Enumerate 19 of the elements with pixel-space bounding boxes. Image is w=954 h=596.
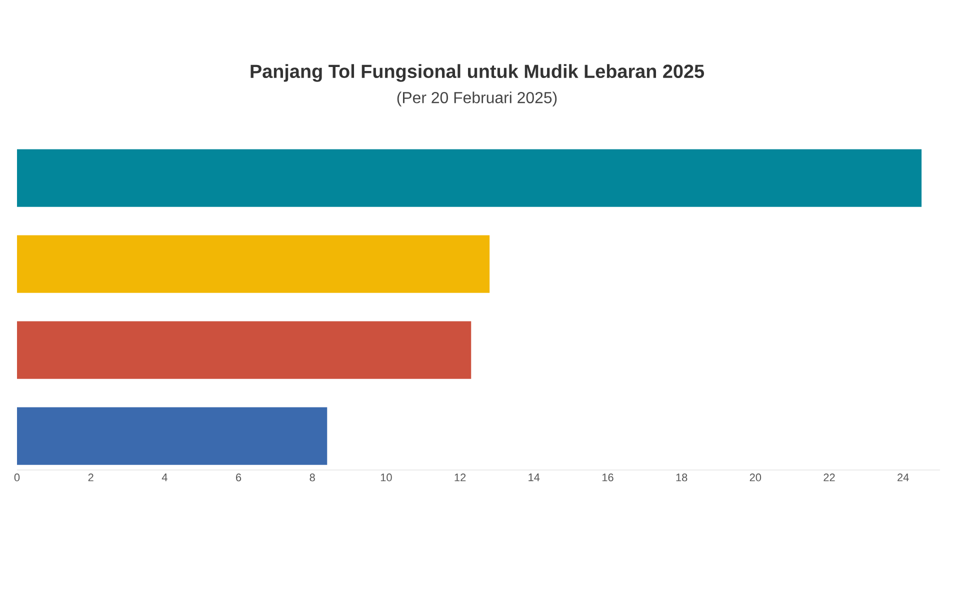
x-tick-label: 18: [676, 474, 688, 482]
bar: [17, 321, 472, 379]
bar: [17, 235, 490, 293]
x-tick-label: 24: [898, 474, 909, 482]
x-tick-label: 4: [162, 474, 168, 482]
chart-subtitle: (Per 20 Februari 2025): [397, 92, 557, 106]
x-tick-label: 8: [310, 474, 315, 482]
bar: [17, 407, 328, 465]
bar: [17, 149, 922, 207]
x-tick-label: 12: [454, 474, 466, 482]
x-tick-label: 16: [602, 474, 614, 482]
x-tick-label: 2: [88, 474, 94, 482]
x-tick-label: 20: [750, 474, 762, 482]
x-tick-label: 10: [380, 474, 392, 482]
x-tick-label: 0: [14, 474, 20, 482]
x-tick-label: 22: [824, 474, 835, 482]
x-tick-label: 6: [236, 474, 242, 482]
x-tick-label: 14: [528, 474, 540, 482]
chart-title: Panjang Tol Fungsional untuk Mudik Lebaran 2025: [250, 64, 704, 82]
